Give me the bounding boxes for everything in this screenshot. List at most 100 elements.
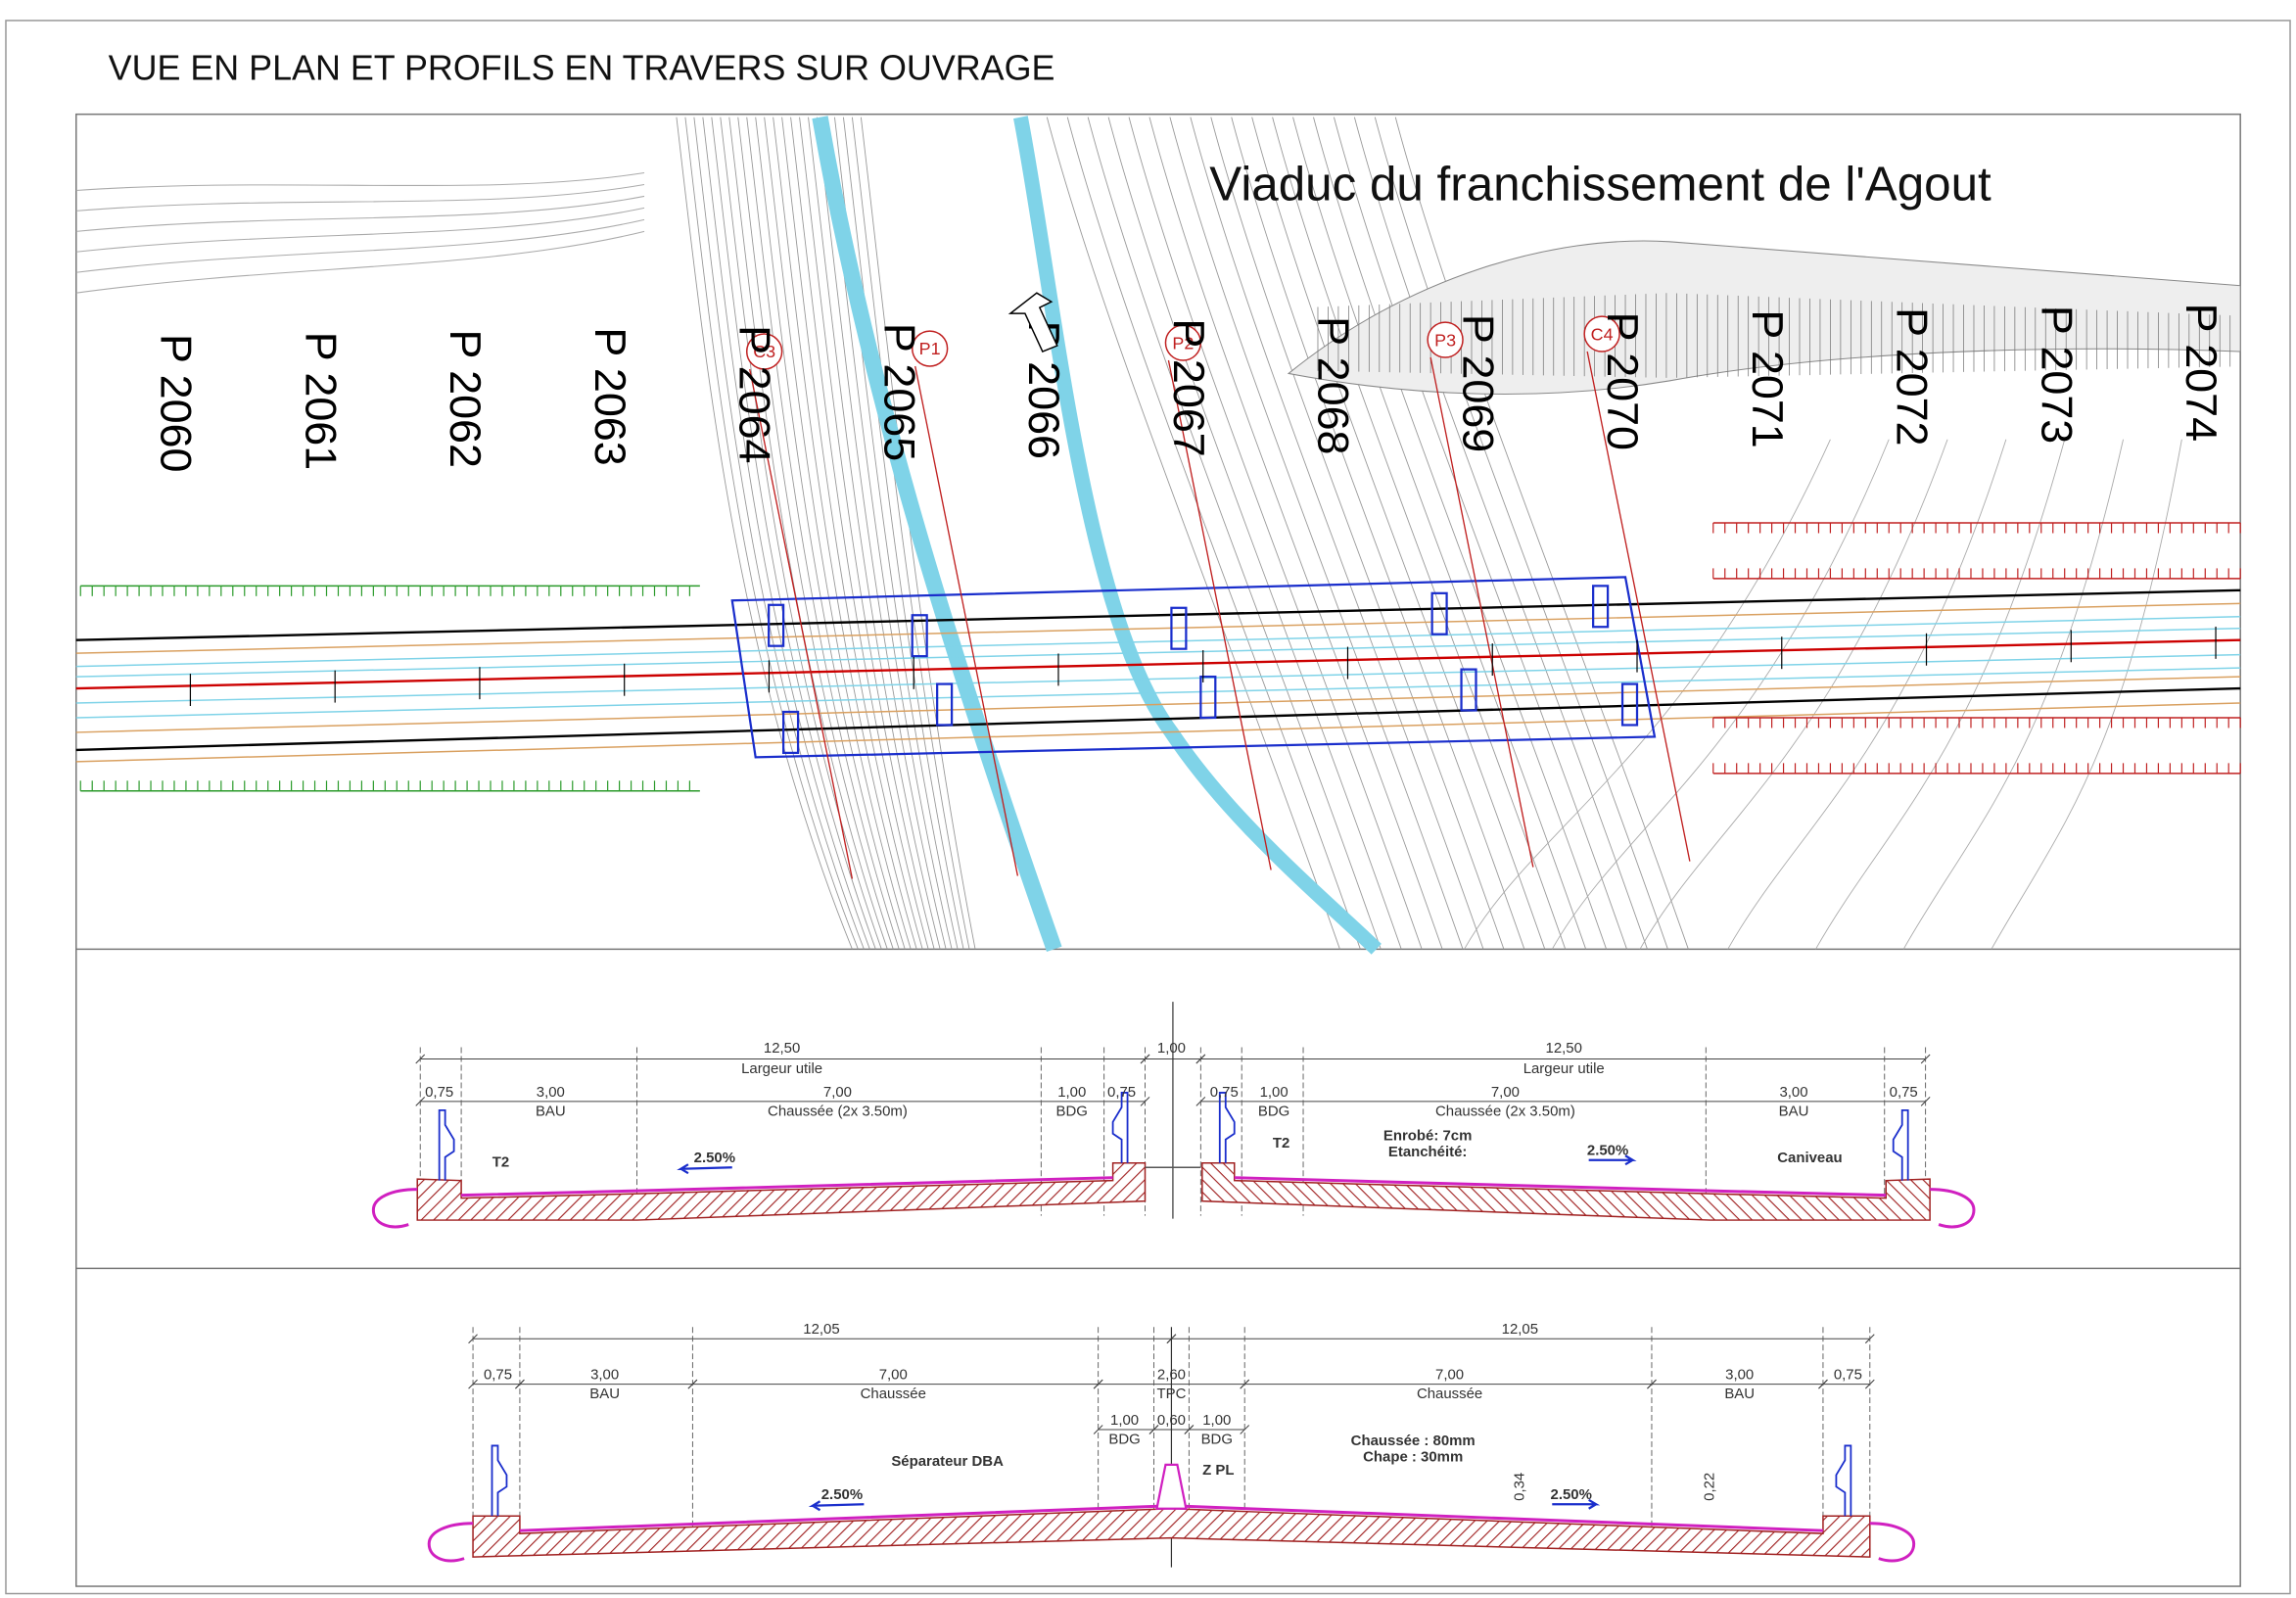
dimension-label: T2 bbox=[492, 1154, 509, 1171]
dimension-label: 0,75 bbox=[1834, 1367, 1862, 1384]
contour bbox=[1639, 439, 1948, 950]
slope-line bbox=[1394, 117, 1689, 950]
contour bbox=[75, 183, 645, 212]
slope-arrow bbox=[1588, 1154, 1637, 1166]
slope-line bbox=[773, 117, 917, 950]
dimension-label: 3,00 bbox=[590, 1367, 619, 1384]
road-line bbox=[75, 616, 2241, 668]
dimension-label: BAU bbox=[1779, 1103, 1809, 1119]
profile-label: P 2062 bbox=[441, 330, 491, 468]
road-line bbox=[75, 653, 2241, 704]
safety-barrier bbox=[1892, 1108, 1909, 1181]
profile-label: P 2071 bbox=[1743, 309, 1793, 447]
river-bank bbox=[1013, 116, 1382, 955]
profile-label: P 2065 bbox=[874, 323, 924, 461]
slope-line bbox=[728, 117, 888, 950]
dimension-label: BAU bbox=[536, 1103, 566, 1119]
dimension-label: 1,00 bbox=[1057, 1084, 1086, 1101]
dimension-label: 0,75 bbox=[1890, 1084, 1918, 1101]
slope-line bbox=[1374, 117, 1668, 950]
support-axis bbox=[1429, 356, 1534, 868]
dimension-label: 2.50% bbox=[694, 1150, 735, 1166]
plan-title: Viaduc du franchissement de l'Agout bbox=[1209, 157, 1991, 211]
drawing-frame bbox=[75, 113, 2241, 1587]
dimension-label: Chaussée (2x 3.50m) bbox=[1435, 1103, 1575, 1119]
dimension-label: 3,00 bbox=[537, 1084, 565, 1101]
road-line bbox=[75, 588, 2241, 641]
support bbox=[936, 682, 954, 727]
deck-outline bbox=[730, 576, 1657, 759]
north-arrow bbox=[1007, 292, 1058, 352]
safety-barrier bbox=[1111, 1092, 1129, 1163]
dimension-label: 12,05 bbox=[803, 1321, 839, 1338]
support bbox=[1170, 606, 1188, 650]
embankment bbox=[1287, 240, 2241, 395]
dimension-label: 2,60 bbox=[1157, 1367, 1186, 1384]
plan-view: C3 P1 P2 P3 C4 P 2060 P 2061 P 2062 P 2063 P 2064… bbox=[75, 116, 2241, 955]
profile-label: P 2070 bbox=[1598, 312, 1648, 450]
central-barrier bbox=[1155, 1463, 1188, 1510]
support bbox=[781, 710, 800, 755]
dimension-label: 0,75 bbox=[1210, 1084, 1239, 1101]
dimension-label: 0,60 bbox=[1157, 1412, 1186, 1429]
road-line bbox=[75, 686, 2241, 752]
profile-label: P 2074 bbox=[2177, 304, 2226, 442]
contour bbox=[75, 230, 645, 294]
drain-hook bbox=[1930, 1188, 1976, 1229]
slope-line bbox=[1107, 117, 1402, 950]
drain-hook bbox=[1869, 1522, 1916, 1563]
dimension-label: 7,00 bbox=[879, 1367, 908, 1384]
dimension-label: Largeur utile bbox=[1523, 1060, 1605, 1077]
contour bbox=[1991, 439, 2182, 950]
slope-line bbox=[781, 117, 923, 950]
dimension-label: 12,50 bbox=[764, 1040, 800, 1057]
support bbox=[1592, 585, 1610, 629]
support bbox=[1620, 682, 1639, 727]
slope-line bbox=[1066, 117, 1361, 950]
dimension-label: BDG bbox=[1108, 1431, 1140, 1447]
slope-line bbox=[1313, 117, 1608, 950]
drain-hook bbox=[371, 1188, 418, 1229]
slope-line bbox=[1190, 117, 1484, 950]
profile-label: P 2060 bbox=[152, 334, 202, 472]
dimension-label: TPC bbox=[1156, 1386, 1186, 1402]
road-line bbox=[75, 676, 2241, 733]
slope-line bbox=[851, 117, 970, 950]
cross-section-2: 12,05 12,05 0,75 3,00 BAU 7,00 Chaussée 2,60 TPC… bbox=[427, 1321, 1916, 1568]
support bbox=[911, 614, 928, 658]
profile-label: P 2072 bbox=[1888, 307, 1938, 446]
dimension-label: 0,22 bbox=[1702, 1473, 1718, 1501]
slope-line bbox=[684, 117, 859, 950]
support bbox=[1460, 668, 1477, 712]
support bbox=[768, 603, 785, 647]
dimension-label: Chaussée bbox=[861, 1386, 926, 1402]
dimension-label: Chaussée bbox=[1417, 1386, 1482, 1402]
slope-line bbox=[817, 117, 947, 950]
support-axis bbox=[749, 368, 854, 879]
dimension-label: BAU bbox=[589, 1386, 620, 1402]
dimension-label: 1,00 bbox=[1202, 1412, 1231, 1429]
contour bbox=[1902, 439, 2124, 950]
dimension-label: Chaussée : 80mm bbox=[1351, 1433, 1476, 1449]
dimension-label: Caniveau bbox=[1777, 1150, 1842, 1166]
support-label: C3 bbox=[753, 342, 775, 361]
dimension-label: 0,34 bbox=[1511, 1473, 1527, 1501]
profile-label: P 2067 bbox=[1164, 318, 1214, 456]
dimension-label: 2.50% bbox=[1551, 1486, 1592, 1503]
contour bbox=[75, 218, 645, 273]
slope-line bbox=[1046, 117, 1340, 950]
drain-hook bbox=[427, 1522, 474, 1563]
support bbox=[1199, 675, 1217, 720]
dimension-label: T2 bbox=[1273, 1135, 1289, 1152]
dimension-label: Etanchéité: bbox=[1388, 1144, 1468, 1160]
dimension-label: 12,50 bbox=[1546, 1040, 1582, 1057]
slope-line bbox=[711, 117, 876, 950]
slope-line bbox=[1333, 117, 1627, 950]
dimension-label: 2.50% bbox=[1587, 1143, 1628, 1159]
slope-line bbox=[808, 117, 941, 950]
deck-section bbox=[416, 1161, 1147, 1221]
safety-barrier bbox=[491, 1444, 508, 1517]
dimension-label: 7,00 bbox=[1491, 1084, 1520, 1101]
dimension-label: BDG bbox=[1056, 1103, 1088, 1119]
